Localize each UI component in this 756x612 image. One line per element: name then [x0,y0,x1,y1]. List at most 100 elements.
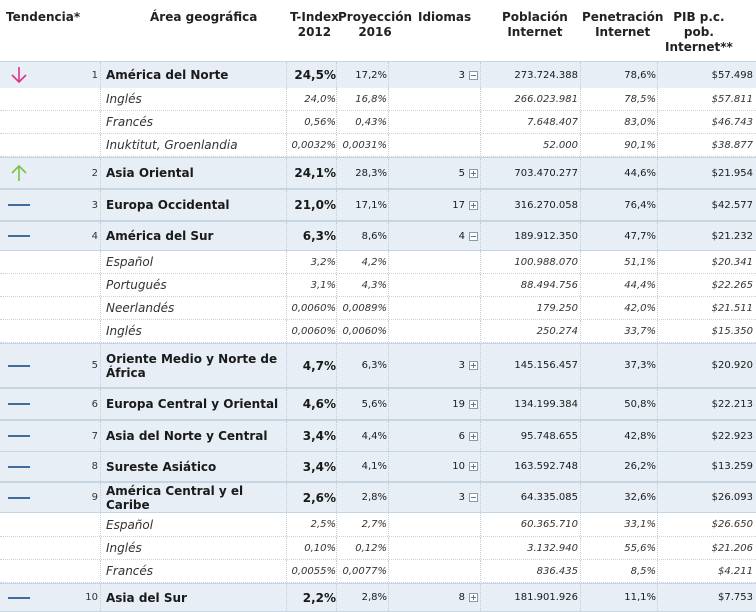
expand-plus-icon[interactable] [469,200,478,210]
column-separator [100,389,101,419]
idiomas-count: 5 [458,167,465,179]
poblacion-value: 64.335.085 [520,492,578,503]
column-separator [286,158,287,188]
collapse-minus-icon[interactable] [469,231,478,241]
expand-plus-icon[interactable] [469,399,478,409]
column-separator [100,344,101,387]
column-separator [336,190,337,220]
column-separator [480,389,481,419]
expand-plus-icon[interactable] [469,593,478,602]
tindex-value: 0,10% [304,542,336,554]
poblacion-value: 179.250 [536,302,578,314]
column-separator [388,513,389,536]
trend-flat-icon [6,483,32,512]
proyeccion-value: 4,2% [361,256,387,268]
column-separator [336,222,337,250]
column-separator [480,88,481,110]
header-tindex-line1: T-Index [290,10,339,24]
penetracion-value: 26,2% [624,461,656,472]
penetracion-value: 33,7% [624,325,656,337]
column-separator [388,190,389,220]
penetracion-value: 42,8% [624,430,656,442]
tindex-value: 2,6% [302,490,336,505]
trend-down-arrow-icon [6,62,32,88]
proyeccion-value: 8,6% [361,230,387,242]
column-separator [480,584,481,611]
column-separator [100,320,101,342]
column-separator [286,421,287,451]
header-penetracion: Penetración Internet [582,10,663,40]
pib-value: $20.341 [711,256,753,268]
language-row: Español 3,2% 4,2% 100.988.070 51,1% $20.341 [0,251,756,274]
expand-plus-icon[interactable] [469,361,478,370]
collapse-minus-icon[interactable] [469,493,478,502]
region-name: Asia Oriental [106,166,194,180]
poblacion-value: 250.274 [536,325,578,337]
column-separator [657,320,658,342]
column-separator [580,389,581,419]
pib-value: $38.877 [711,139,753,151]
column-separator [336,452,337,481]
pib-value: $26.093 [711,492,753,503]
column-separator [100,88,101,110]
rank-number: 2 [91,167,98,179]
pib-value: $4.211 [718,565,753,577]
header-pib-line3: Internet** [665,40,733,54]
proyeccion-value: 4,3% [361,279,387,291]
column-separator [100,483,101,512]
column-separator [480,251,481,273]
column-separator [286,251,287,273]
pib-value: $22.265 [711,279,753,291]
column-separator [480,274,481,296]
header-poblacion-line1: Población [502,10,568,24]
tindex-value: 24,0% [304,93,336,105]
column-separator [580,134,581,156]
column-separator [388,344,389,387]
region-name: América del Sur [106,229,214,243]
column-separator [657,62,658,88]
column-separator [336,560,337,582]
tindex-value: 24,1% [294,166,336,180]
header-area: Área geográfica [150,10,258,24]
column-separator [657,158,658,188]
collapse-minus-icon[interactable] [469,70,478,80]
idiomas-cell: 17 [420,190,478,220]
column-separator [388,111,389,133]
proyeccion-value: 28,3% [355,167,387,179]
header-tendencia: Tendencia* [6,10,81,24]
penetracion-value: 44,6% [624,167,656,179]
column-separator [388,584,389,611]
idiomas-count: 8 [458,592,465,603]
poblacion-value: 189.912.350 [514,230,578,242]
column-separator [336,389,337,419]
column-separator [657,190,658,220]
proyeccion-value: 2,8% [361,592,387,603]
penetracion-value: 32,6% [624,492,656,503]
region-name: Europa Occidental [106,198,230,212]
tindex-value: 3,2% [310,256,336,268]
table-header: Tendencia* Área geográfica T-Index 2012 … [0,0,756,62]
expand-plus-icon[interactable] [469,462,478,471]
region-row: 9 América Central y el Caribe 2,6% 2,8% 3 64.… [0,482,756,513]
expand-plus-icon[interactable] [469,168,478,178]
tindex-value: 24,5% [294,68,336,82]
tindex-value: 0,56% [304,116,336,128]
column-separator [336,62,337,88]
column-separator [480,158,481,188]
language-row: Español 2,5% 2,7% 60.365.710 33,1% $26.650 [0,513,756,537]
idiomas-cell: 10 [420,452,478,481]
language-row: Inglés 24,0% 16,8% 266.023.981 78,5% $57.811 [0,88,756,111]
trend-flat-icon [6,584,32,611]
expand-plus-icon[interactable] [469,431,478,441]
idiomas-cell: 3 [420,483,478,512]
column-separator [388,421,389,451]
region-row: 6 Europa Central y Oriental 4,6% 5,6% 19 134.… [0,388,756,420]
idiomas-count: 3 [458,69,465,81]
language-row: Neerlandés 0,0060% 0,0089% 179.250 42,0% $21.… [0,297,756,320]
column-separator [480,344,481,387]
idiomas-cell: 3 [420,344,478,387]
rank-number: 4 [91,230,98,242]
region-name: América del Norte [106,68,229,82]
idiomas-cell: 8 [420,584,478,611]
column-separator [480,513,481,536]
